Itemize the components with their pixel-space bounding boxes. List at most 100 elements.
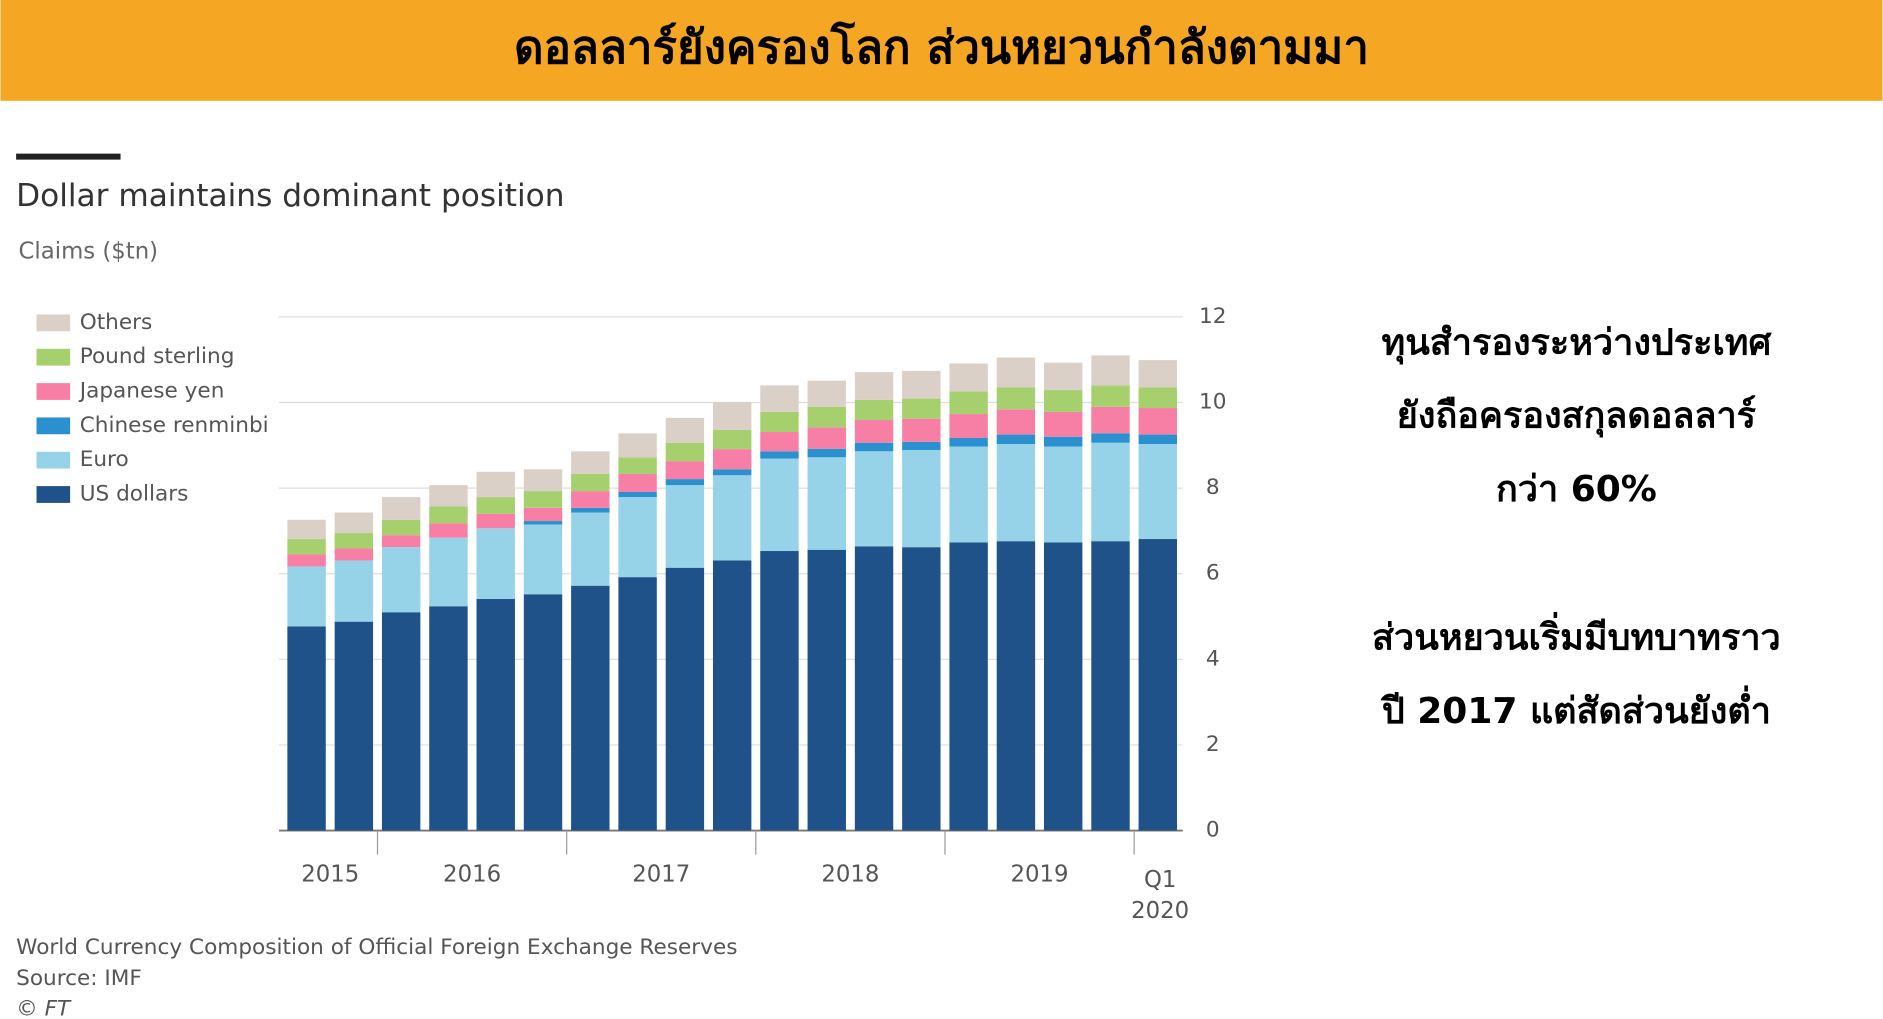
bar-segment <box>949 414 988 439</box>
bar-segment <box>1044 411 1083 437</box>
legend-swatch <box>36 451 71 469</box>
bar-segment <box>571 507 610 513</box>
bar-segment <box>807 380 846 407</box>
bar-segment <box>1091 406 1130 434</box>
bar-segment <box>854 399 894 421</box>
bar-segment <box>1044 390 1083 412</box>
legend-label: Japanese yen <box>78 379 225 404</box>
bar-segment <box>1044 436 1083 447</box>
bar-segment <box>1044 362 1083 391</box>
bar-segment <box>902 441 941 450</box>
legend-label: Chinese renminbi <box>80 413 269 438</box>
bar-segment <box>476 528 515 599</box>
bar-segment <box>1044 446 1083 543</box>
x-tick-label: 2017 <box>632 861 690 887</box>
legend-label: US dollars <box>80 481 189 506</box>
bar-segment <box>996 357 1036 388</box>
bar-segment <box>949 391 988 415</box>
bar-segment <box>760 411 799 433</box>
bar-segment <box>381 547 421 613</box>
legend-swatch <box>36 486 71 503</box>
bar-segment <box>476 598 515 831</box>
chart-subtitle: Claims ($tn) <box>19 239 159 265</box>
y-tick-label: 2 <box>1206 732 1220 757</box>
x-tick-label: 2018 <box>821 861 879 887</box>
bar-segment <box>665 442 705 462</box>
bar-segment <box>902 449 941 548</box>
bar-segment <box>760 458 799 552</box>
legend-label: Euro <box>80 447 129 472</box>
legend-label: Others <box>80 310 153 335</box>
bar-segment <box>429 523 468 538</box>
bar-segment <box>1138 434 1177 445</box>
bar-segment <box>854 372 894 400</box>
bar-segment <box>665 479 705 486</box>
x-tick-label: 2019 <box>1011 861 1069 887</box>
y-tick-label: 10 <box>1199 389 1226 414</box>
bar-segment <box>571 473 610 492</box>
bar-segment <box>287 554 326 567</box>
bar-segment <box>902 370 941 399</box>
bar-segment <box>996 409 1036 435</box>
bar-segment <box>807 448 846 458</box>
bar-segment <box>381 519 421 536</box>
bar-segment <box>618 577 657 831</box>
bar-segment <box>476 513 515 529</box>
bar-segment <box>854 420 894 443</box>
bar-segment <box>1138 387 1177 409</box>
banner-bg <box>0 0 1883 101</box>
bar-segment <box>523 524 563 595</box>
bar-segment <box>1091 541 1130 831</box>
bar-segment <box>1138 408 1177 435</box>
side-note: ปี 2017 แต่สัดส่วนยังต่ำ <box>1380 685 1771 732</box>
x-tick-label: Q1 2020 <box>1131 866 1189 923</box>
y-tick-label: 4 <box>1206 646 1220 671</box>
bar-segment <box>712 449 752 470</box>
bar-segment <box>523 469 563 492</box>
bar-segment <box>618 457 657 474</box>
bar-segment <box>287 519 326 540</box>
bar-segment <box>760 451 799 459</box>
bar-segment <box>1091 433 1130 443</box>
bar-segment <box>760 551 799 831</box>
chart-title: Dollar maintains dominant position <box>16 178 564 214</box>
bar-segment <box>665 485 705 568</box>
bar-segment <box>571 451 610 474</box>
bar-segment <box>949 438 988 447</box>
y-tick-label: 12 <box>1199 304 1226 329</box>
bar-segment <box>854 546 894 831</box>
bar-segment <box>381 535 421 548</box>
bar-segment <box>902 418 941 442</box>
bar-segment <box>996 444 1036 542</box>
bar-segment <box>807 406 846 428</box>
bar-segment <box>523 521 563 525</box>
bar-segment <box>996 541 1036 831</box>
footnote: Source: IMF <box>16 966 142 991</box>
bar-segment <box>429 537 468 607</box>
bar-segment <box>429 606 468 831</box>
bar-segment <box>287 539 326 555</box>
bar-segment <box>902 547 941 831</box>
bar-segment <box>949 363 988 392</box>
side-note: ส่วนหยวนเริ่มมีบทบาทราว <box>1372 612 1781 659</box>
bar-segment <box>476 471 515 498</box>
bar-segment <box>1138 539 1177 831</box>
legend-swatch <box>36 348 71 366</box>
footnote: © FT <box>16 996 72 1019</box>
bar-segment <box>571 491 610 508</box>
bar-segment <box>334 533 374 549</box>
bar-segment <box>1091 442 1130 542</box>
bar-segment <box>429 506 468 524</box>
bar-segment <box>571 512 610 586</box>
y-tick-label: 0 <box>1206 818 1220 843</box>
bar-segment <box>618 497 657 578</box>
bar-segment <box>523 594 563 831</box>
bar-segment <box>618 473 657 492</box>
bar-segment <box>334 560 374 622</box>
y-tick-label: 6 <box>1206 561 1220 586</box>
side-note: ยังถือครองสกุลดอลลาร์ <box>1397 395 1757 439</box>
bar-segment <box>1091 385 1130 407</box>
bar-segment <box>1138 444 1177 540</box>
bar-segment <box>712 402 752 430</box>
bar-segment <box>712 469 752 476</box>
